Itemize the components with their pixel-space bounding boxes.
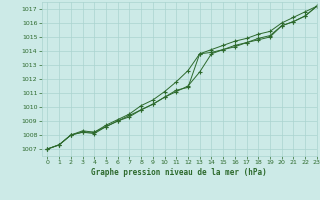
X-axis label: Graphe pression niveau de la mer (hPa): Graphe pression niveau de la mer (hPa) bbox=[91, 168, 267, 177]
